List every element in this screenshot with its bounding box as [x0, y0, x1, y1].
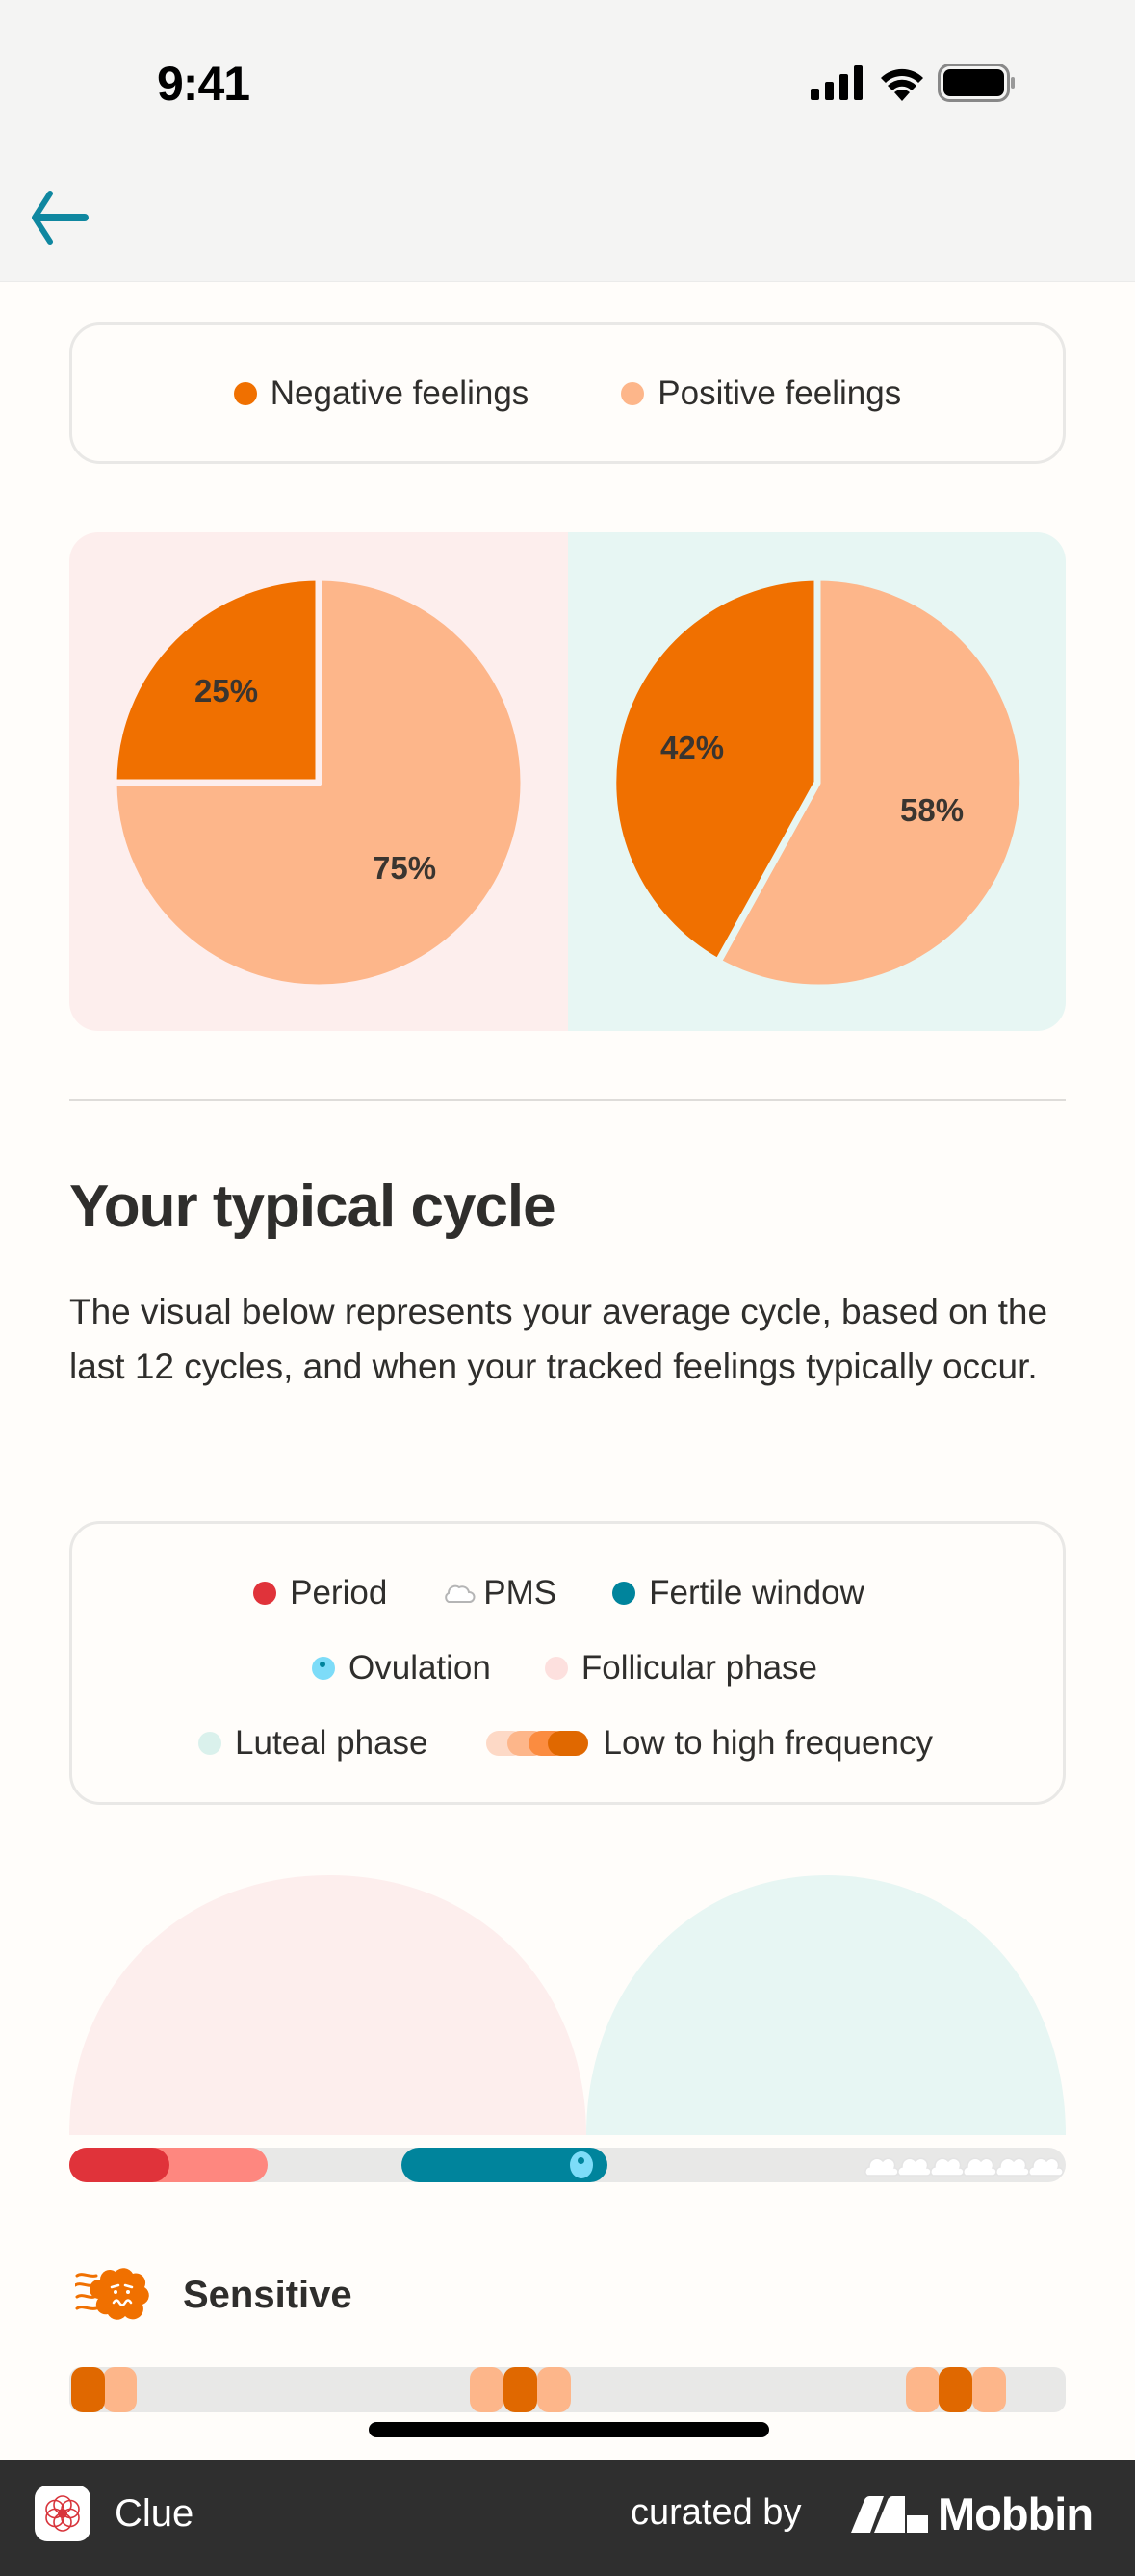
- freq-light: [103, 2367, 137, 2412]
- legend-label: Negative feelings: [270, 374, 529, 412]
- luteal-negative-pct: 42%: [660, 730, 725, 765]
- legend-period: Period: [253, 1574, 387, 1612]
- ovulation-marker-icon: [570, 2151, 593, 2178]
- sensitive-frequency-bar: [69, 2367, 1066, 2412]
- back-arrow-icon[interactable]: [25, 188, 94, 247]
- footer: [0, 2460, 1135, 2576]
- mobbin-wordmark: Mobbin: [938, 2488, 1094, 2539]
- follicular-pie-panel: 25% 75%: [69, 532, 568, 1031]
- wifi-icon: [881, 68, 923, 101]
- freq-light: [906, 2367, 940, 2412]
- sensitive-cloud-icon: [75, 2268, 149, 2320]
- status-time: 9:41: [157, 57, 250, 111]
- feelings-pie-charts: 25% 75% 42% 58%: [69, 532, 1066, 1031]
- battery-icon: [938, 64, 1015, 102]
- cycle-legend: Period PMS Fertile window Ovulation Foll…: [69, 1521, 1066, 1805]
- period-dot-icon: [253, 1582, 277, 1605]
- signal-icon: [811, 65, 863, 100]
- phase-arches: [69, 1875, 1066, 2135]
- section-description: The visual below represents your average…: [69, 1292, 1048, 1386]
- feelings-legend: Negative feelings Positive feelings: [69, 322, 1066, 464]
- legend-negative-feelings: Negative feelings: [233, 374, 529, 413]
- luteal-positive-pct: 58%: [900, 792, 965, 828]
- freq-light: [972, 2367, 1006, 2412]
- freq-light: [470, 2367, 503, 2412]
- negative-dot-icon: [233, 381, 257, 405]
- luteal-dot-icon: [198, 1732, 222, 1755]
- app-name: Clue: [115, 2492, 194, 2535]
- period-segment: [69, 2148, 169, 2182]
- luteal-pie-chart: [609, 574, 1027, 992]
- fertile-dot-icon: [612, 1582, 636, 1605]
- legend-pms: PMS: [443, 1574, 556, 1612]
- positive-dot-icon: [621, 381, 645, 405]
- legend-positive-feelings: Positive feelings: [621, 374, 901, 413]
- freq-high: [71, 2367, 105, 2412]
- legend-ovulation: Ovulation: [312, 1649, 491, 1687]
- freq-high: [939, 2367, 972, 2412]
- pms-clouds-icon: [864, 2157, 1064, 2177]
- legend-label: Positive feelings: [658, 374, 902, 412]
- legend-follicular-phase: Follicular phase: [544, 1649, 817, 1687]
- section-title: Your typical cycle: [69, 1173, 556, 1240]
- legend-label: Fertile window: [649, 1574, 864, 1611]
- legend-label: Follicular phase: [580, 1649, 817, 1687]
- mobbin-logo-icon: [851, 2495, 928, 2533]
- header: 9:41: [0, 0, 1135, 282]
- feeling-label: Sensitive: [183, 2273, 352, 2316]
- legend-label: Ovulation: [348, 1649, 491, 1687]
- cycle-bar: [69, 2148, 1066, 2182]
- cloud-icon: [445, 1584, 476, 1603]
- legend-luteal-phase: Luteal phase: [198, 1724, 428, 1763]
- frequency-gradient-icon: [485, 1731, 588, 1756]
- follicular-dot-icon: [544, 1657, 568, 1680]
- follicular-negative-pct: 25%: [194, 673, 259, 708]
- freq-high: [503, 2367, 537, 2412]
- feeling-row-sensitive[interactable]: Sensitive: [75, 2264, 352, 2326]
- legend-frequency: Low to high frequency: [485, 1724, 933, 1763]
- legend-fertile-window: Fertile window: [612, 1574, 864, 1612]
- follicular-pie-chart: [110, 574, 528, 992]
- freq-light: [537, 2367, 571, 2412]
- mobbin-brand: Mobbin: [851, 2487, 1094, 2540]
- luteal-pie-panel: 42% 58%: [568, 532, 1066, 1031]
- legend-label: Low to high frequency: [603, 1724, 933, 1762]
- clue-app-icon: [35, 2486, 90, 2541]
- legend-label: Luteal phase: [235, 1724, 428, 1762]
- home-indicator: [369, 2422, 769, 2437]
- section-divider: [69, 1099, 1066, 1101]
- follicular-positive-pct: 75%: [373, 850, 437, 886]
- status-icons: [811, 64, 1017, 102]
- legend-label: PMS: [483, 1574, 557, 1611]
- legend-label: Period: [290, 1574, 388, 1611]
- ovulation-dot-icon: [312, 1657, 335, 1680]
- curated-by-label: curated by: [631, 2492, 802, 2533]
